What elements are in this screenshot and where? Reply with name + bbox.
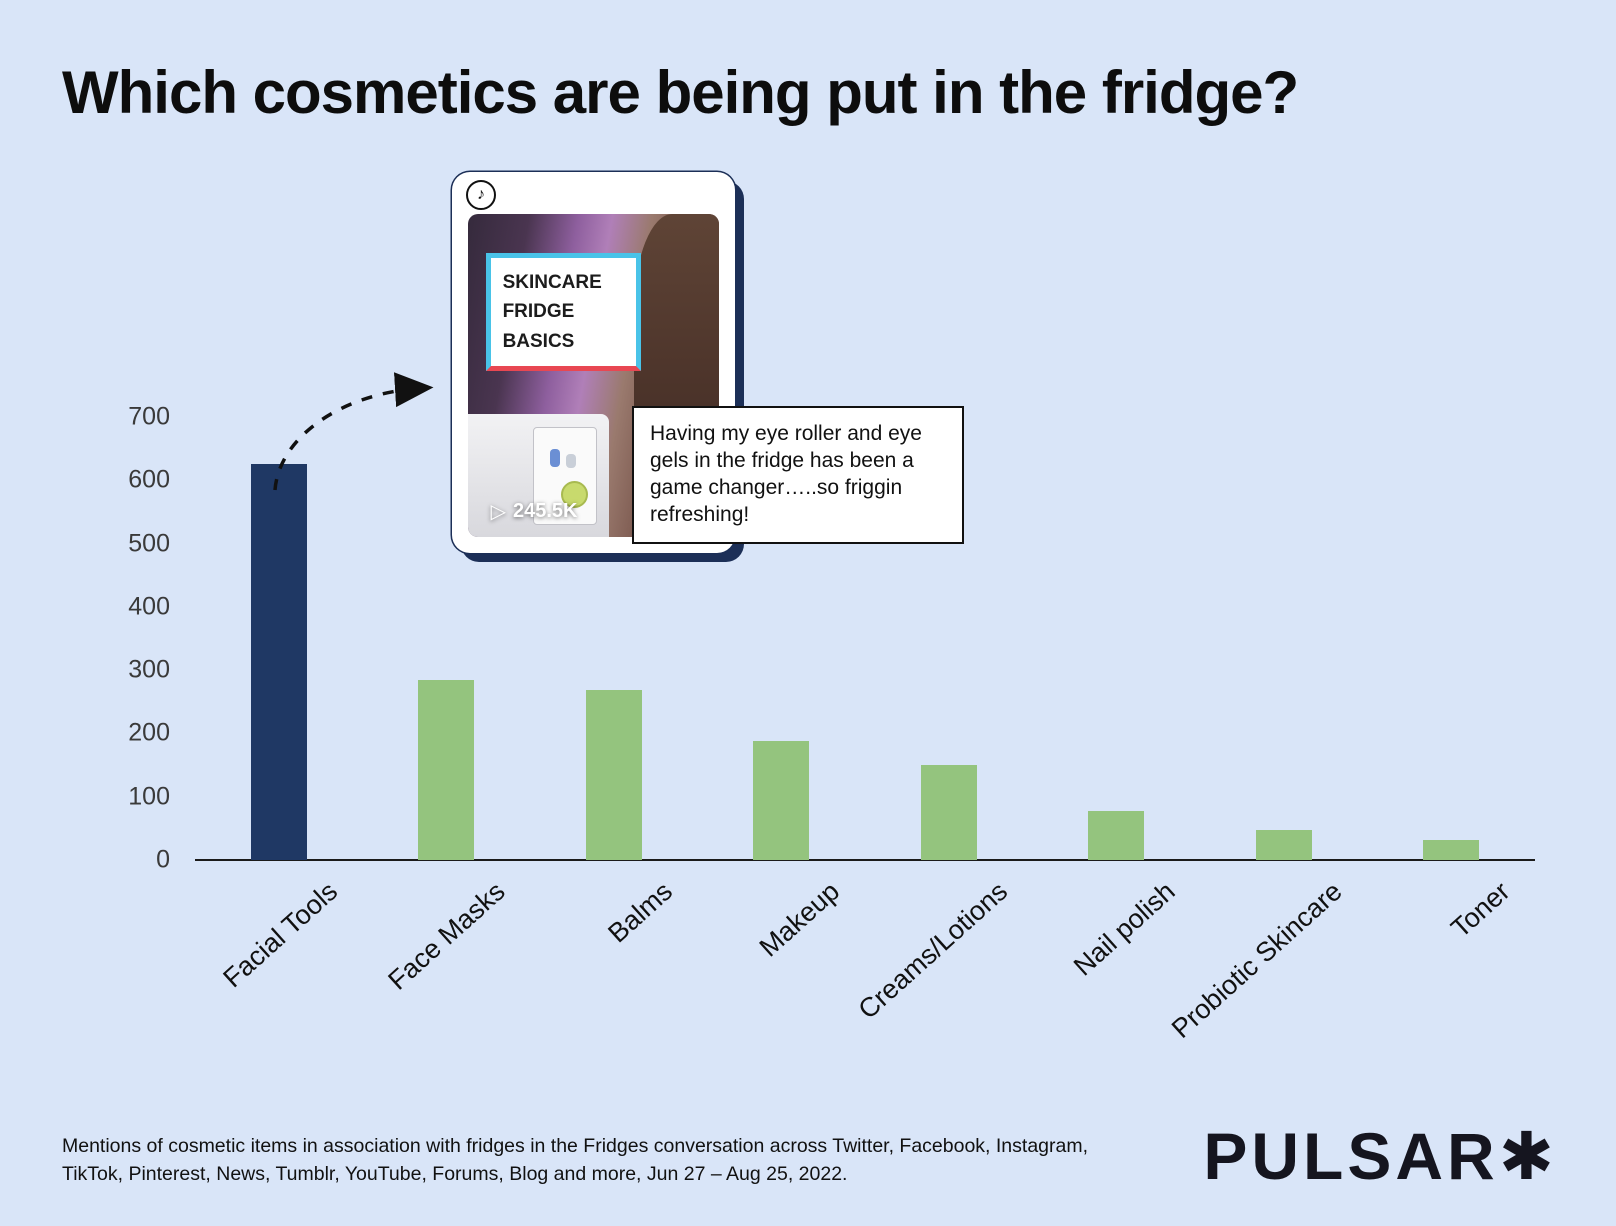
- tiktok-note-glyph: ♪: [477, 186, 485, 203]
- bar-slot: Facial Tools: [195, 417, 363, 993]
- x-axis-line: [195, 859, 1535, 861]
- fridge-item: [549, 448, 560, 467]
- bar-creams-lotions: [920, 765, 977, 860]
- page-title: Which cosmetics are being put in the fri…: [62, 59, 1299, 126]
- x-axis-label: Probiotic Skincare: [1166, 876, 1348, 1044]
- play-icon: ▷: [490, 501, 506, 524]
- bar-slot: Probiotic Skincare: [1166, 417, 1368, 1044]
- x-axis-label: Face Masks: [382, 876, 511, 996]
- y-tick-label: 100: [128, 782, 170, 811]
- lime-jar: [560, 480, 588, 508]
- x-axis-label: Nail polish: [1067, 876, 1181, 982]
- x-axis-label: Creams/Lotions: [852, 876, 1013, 1025]
- x-axis-label: Facial Tools: [217, 876, 343, 994]
- mini-fridge: [468, 414, 609, 537]
- bar-probiotic-skincare: [1255, 829, 1312, 860]
- y-tick-label: 700: [128, 402, 170, 431]
- bar-slot: Makeup: [698, 417, 866, 963]
- video-caption-line: FRIDGE: [502, 301, 575, 323]
- y-tick-label: 600: [128, 465, 170, 494]
- play-count: 245.5K: [512, 500, 578, 523]
- y-axis: 0 100 200 300 400 500 600 700: [80, 403, 170, 874]
- bar-facial-tools: [250, 464, 307, 860]
- bar-slot: Face Masks: [363, 417, 531, 996]
- tiktok-icon: ♪: [466, 180, 496, 210]
- bar-makeup: [753, 741, 810, 860]
- video-caption-line: SKINCARE: [502, 271, 602, 293]
- bar-balms: [585, 690, 642, 860]
- x-axis-label: Makeup: [753, 876, 846, 963]
- bar-slot: Balms: [530, 417, 698, 948]
- bar-slot: Nail polish: [1033, 417, 1201, 982]
- source-note: Mentions of cosmetic items in associatio…: [62, 1135, 1089, 1186]
- fridge-item: [566, 453, 577, 468]
- y-tick-label: 400: [128, 592, 170, 621]
- bar-toner: [1423, 839, 1480, 860]
- x-axis-label: Toner: [1445, 876, 1516, 944]
- y-tick-label: 500: [128, 529, 170, 558]
- bar-nail-polish: [1088, 810, 1145, 860]
- x-axis-label: Balms: [602, 876, 678, 949]
- fridge-door: [532, 426, 598, 525]
- pulsar-logo: PULSAR✱: [1203, 1119, 1558, 1193]
- play-count-badge: ▷ 245.5K: [491, 499, 578, 524]
- plot-area: Facial Tools Face Masks Balms Makeup Creams/…: [195, 417, 1536, 1044]
- y-tick-label: 200: [128, 718, 170, 747]
- y-tick-label: 0: [156, 845, 170, 874]
- dashed-arrow: [273, 372, 434, 491]
- bar-face-masks: [418, 679, 475, 860]
- video-caption-line: BASICS: [502, 330, 575, 352]
- quote-callout: Having my eye roller and eye gels in the…: [632, 406, 964, 544]
- video-caption: SKINCARE FRIDGE BASICS: [485, 252, 642, 372]
- bar-slot: Toner: [1368, 417, 1536, 943]
- quote-text: Having my eye roller and eye gels in the…: [650, 422, 922, 526]
- bar-slot: Creams/Lotions: [852, 417, 1033, 1025]
- y-tick-label: 300: [128, 655, 170, 684]
